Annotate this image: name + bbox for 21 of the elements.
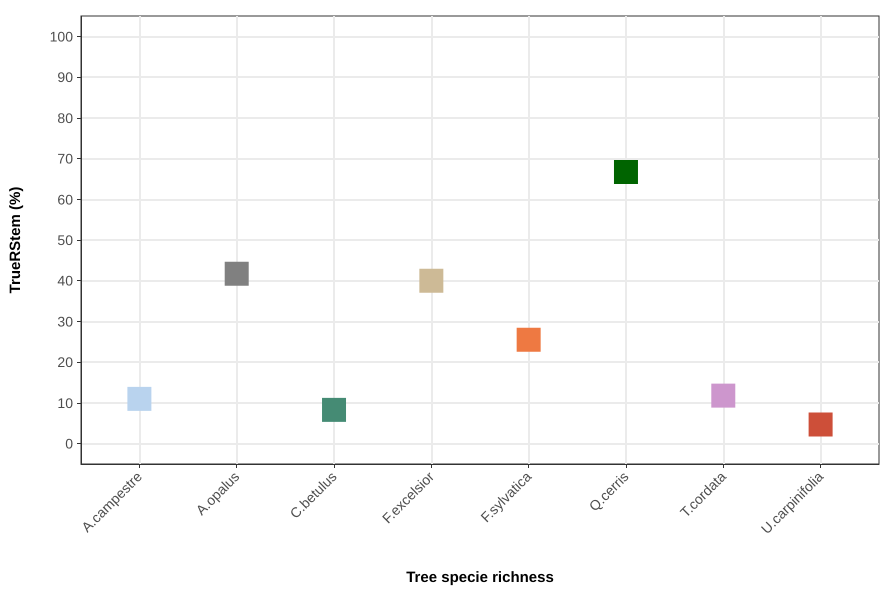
y-tick-label: 20 [57, 354, 74, 370]
y-tick-label: 40 [57, 272, 74, 289]
point [614, 160, 638, 184]
y-tick-label: 60 [57, 191, 74, 208]
y-tick-label: 90 [57, 69, 74, 86]
y-tick-label: 70 [57, 150, 74, 167]
y-tick-label: 100 [50, 28, 74, 44]
y-tick-label: 10 [57, 394, 74, 411]
point [808, 412, 833, 436]
point [224, 262, 249, 286]
point [516, 328, 541, 352]
y-tick-label: 50 [57, 232, 74, 248]
point [127, 386, 152, 411]
point [711, 384, 736, 408]
y-tick-label: 80 [57, 110, 74, 126]
y-tick-label: 0 [65, 436, 74, 452]
y-axis-title: TrueRStem (%) [7, 186, 24, 294]
point [322, 398, 346, 422]
point [419, 268, 444, 293]
x-axis-title: Tree specie richness [406, 569, 554, 586]
y-tick-label: 30 [57, 313, 74, 330]
